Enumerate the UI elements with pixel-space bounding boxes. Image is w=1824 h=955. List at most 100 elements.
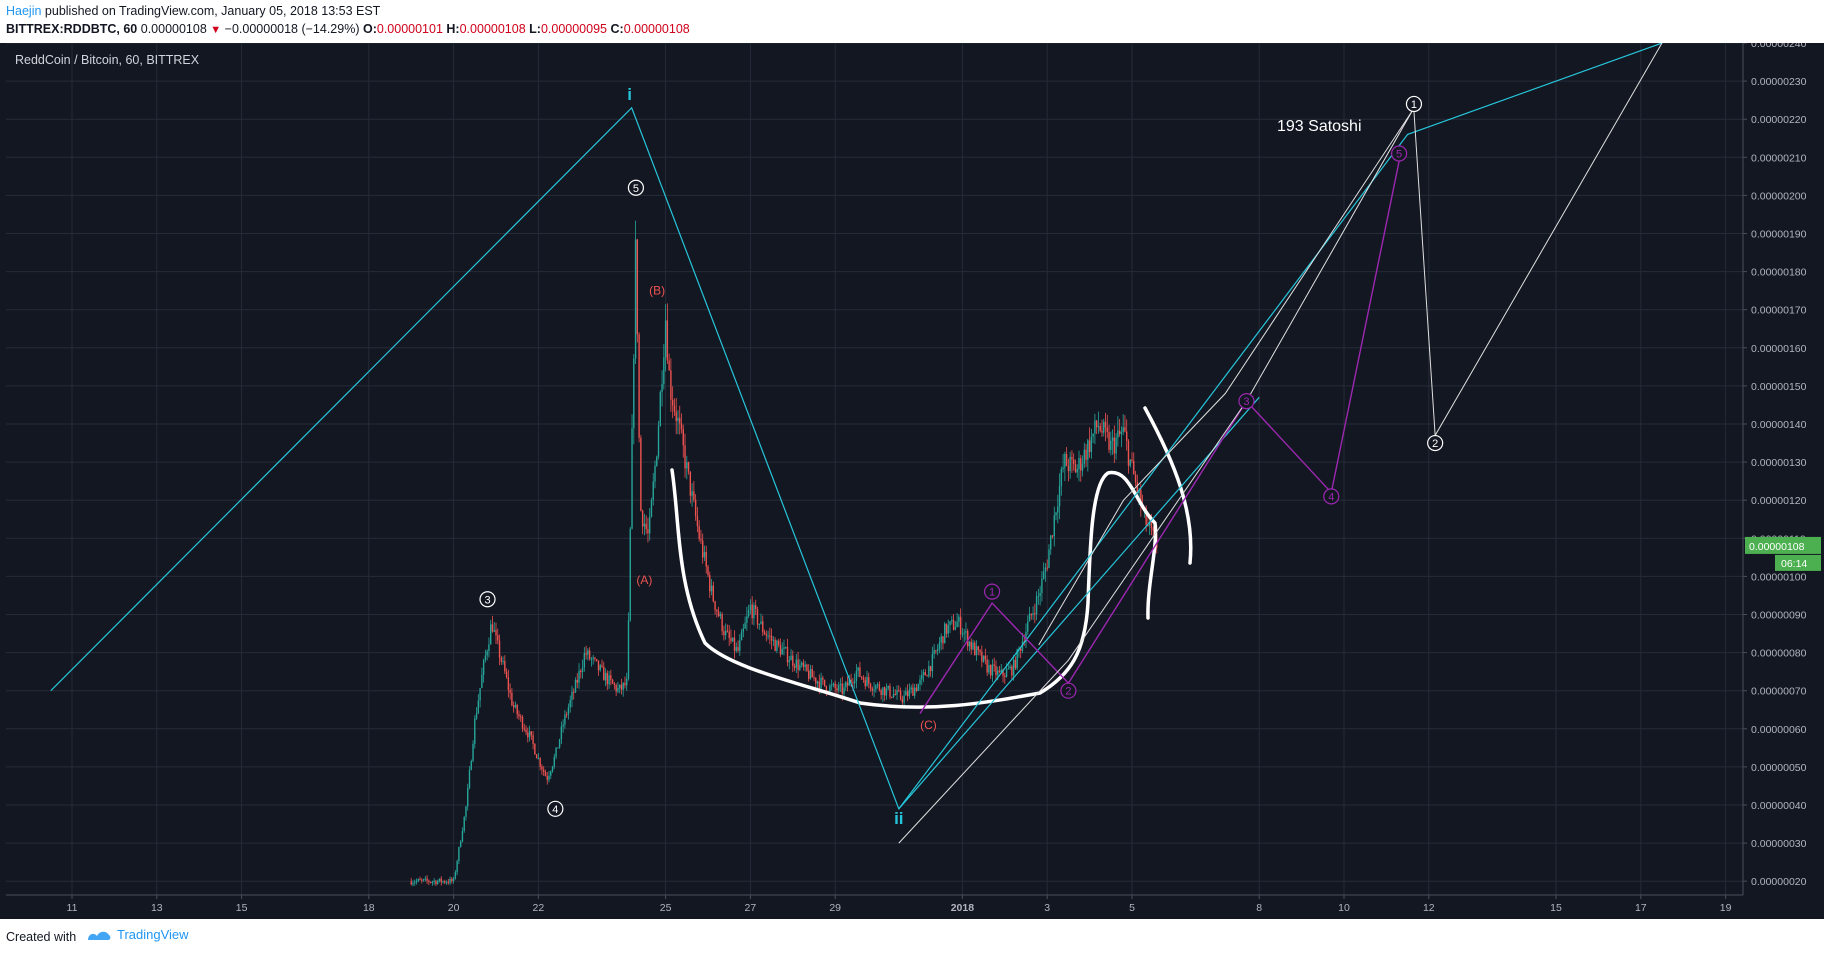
candle-body <box>451 878 453 882</box>
candle-body <box>936 648 939 651</box>
candle-body <box>1094 420 1096 434</box>
candle-body <box>415 880 418 883</box>
white-projection-line <box>1413 42 1663 438</box>
candle-body <box>944 623 946 644</box>
candle-body <box>808 670 810 679</box>
candle-body <box>557 747 559 749</box>
candle-body <box>594 657 596 660</box>
candle-body <box>1016 649 1018 669</box>
candle-body <box>733 637 736 651</box>
candle-body <box>491 624 494 632</box>
time-tick-label: 25 <box>660 902 672 914</box>
candle-body <box>781 648 783 655</box>
candle-body <box>737 647 739 651</box>
candle-body <box>742 628 745 632</box>
candle-body <box>497 635 499 641</box>
candle-body <box>710 585 713 592</box>
price-tick-label: 0.00000080 <box>1751 648 1807 660</box>
candle-body <box>1064 453 1066 468</box>
candle-body <box>786 647 789 663</box>
candle-body <box>724 630 727 636</box>
candle-body <box>1002 669 1004 676</box>
candle-body <box>774 639 776 651</box>
publish-line: Haejin published on TradingView.com, Jan… <box>6 4 380 18</box>
candle-body <box>744 622 746 629</box>
candle-body <box>979 650 981 652</box>
publish-text: published on TradingView.com, January 05… <box>41 4 381 18</box>
candle-body <box>818 681 820 689</box>
candle-body <box>596 659 598 661</box>
candle-body <box>864 679 866 687</box>
candle-body <box>788 660 790 663</box>
time-tick-label: 15 <box>236 902 248 914</box>
candle-body <box>816 681 819 684</box>
candle-body <box>627 620 630 679</box>
price-tick-label: 0.00000230 <box>1751 76 1807 88</box>
wave-label: 3 <box>484 594 490 606</box>
candle-body <box>717 611 720 617</box>
candle-body <box>1060 469 1063 486</box>
candle-body <box>868 677 870 684</box>
candle-body <box>922 672 925 676</box>
candle-body <box>474 718 476 744</box>
candle-body <box>463 816 465 831</box>
candle-body <box>825 685 828 693</box>
chart-area[interactable]: i ii 3 4 5 (B) (A) (C) 1 2 3 4 5 1 2 0.00000240 0.00000… <box>0 38 1824 919</box>
candle-body <box>410 881 412 885</box>
candle-body <box>853 681 856 684</box>
candle-body <box>544 771 547 777</box>
candle-body <box>769 635 771 637</box>
author-link[interactable]: Haejin <box>6 4 42 18</box>
candle-body <box>974 642 976 656</box>
candle-body <box>442 881 444 883</box>
candle-body <box>424 878 427 880</box>
candle-body <box>659 392 661 426</box>
price-tick-label: 0.00000050 <box>1751 762 1807 774</box>
candle-body <box>1048 549 1050 568</box>
candle-body <box>952 619 955 630</box>
candle-body <box>534 743 536 755</box>
candle-body <box>972 642 974 650</box>
candle-body <box>698 526 700 539</box>
last-price-label: 0.00000108 <box>1749 541 1805 553</box>
candle-body <box>998 670 1001 673</box>
symbol-label: BITTREX:RDDBTC, 60 <box>6 22 138 36</box>
candle-body <box>933 650 935 655</box>
candle-body <box>490 624 492 645</box>
candle-body <box>565 714 568 716</box>
candle-body <box>514 704 517 708</box>
candle-body <box>610 675 612 680</box>
wave-label-circle <box>1427 434 1444 452</box>
wave-label-circle <box>1323 488 1340 505</box>
candle-body <box>431 881 434 883</box>
price-tick-label: 0.00000020 <box>1751 876 1807 888</box>
candle-body <box>982 655 985 662</box>
candle-body <box>1095 420 1098 428</box>
candle-body <box>707 566 709 576</box>
tradingview-link[interactable]: TradingView <box>117 927 189 942</box>
candle-body <box>454 872 457 879</box>
candle-body <box>1062 467 1064 470</box>
close-value: 0.00000108 <box>623 22 690 36</box>
candle-body <box>838 684 840 691</box>
candle-body <box>836 688 838 691</box>
candle-body <box>696 515 699 527</box>
candle-body <box>520 716 522 718</box>
candle-body <box>806 664 808 671</box>
candle-body <box>779 644 782 655</box>
candle-body <box>875 685 877 690</box>
candle-body <box>1131 459 1133 461</box>
candle-body <box>1129 459 1131 466</box>
candle-body <box>760 621 762 624</box>
candle-body <box>928 666 930 677</box>
candle-body <box>892 693 895 698</box>
candle-body <box>869 683 872 689</box>
candle-body <box>640 437 642 511</box>
candle-body <box>1071 456 1073 460</box>
candle-body <box>414 882 416 884</box>
wave-label: 2 <box>1065 686 1071 698</box>
candle-body <box>728 631 730 638</box>
candle-body <box>914 687 916 696</box>
candle-body <box>671 399 674 406</box>
